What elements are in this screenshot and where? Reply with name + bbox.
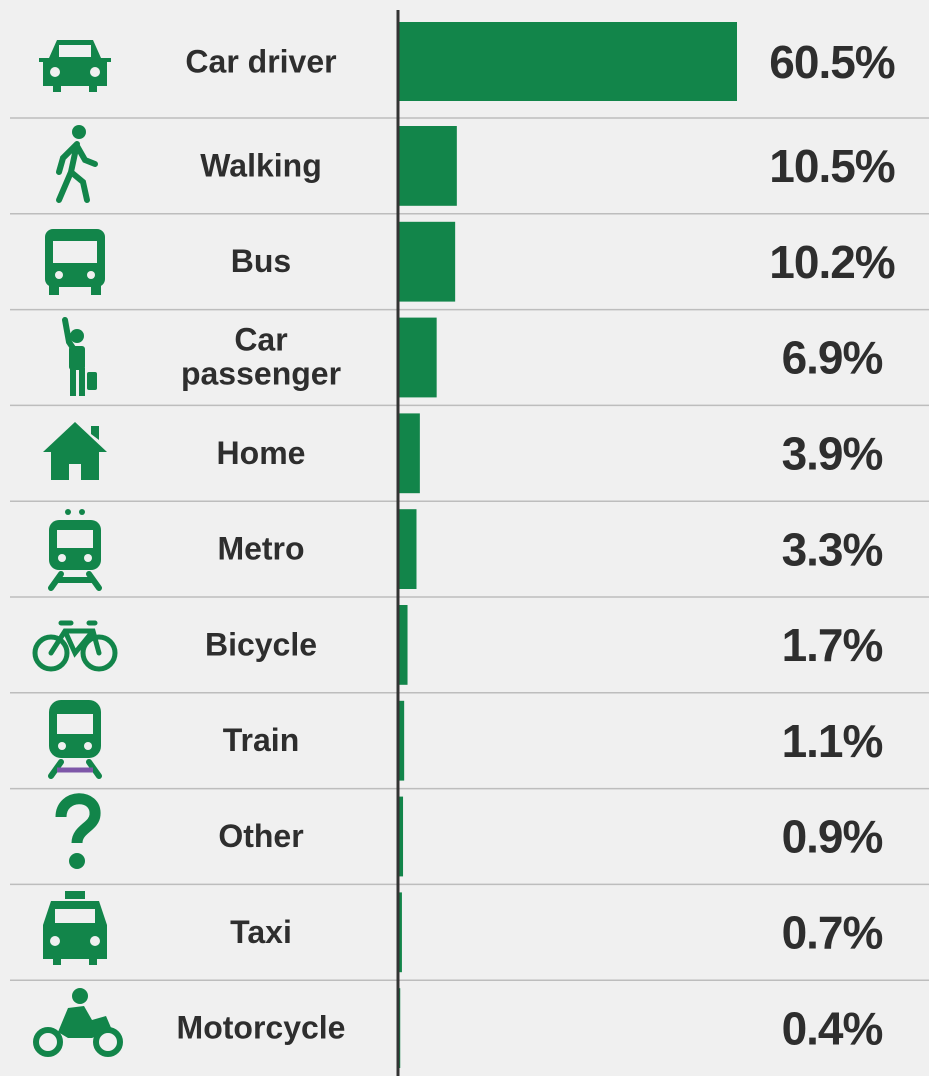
bar	[398, 221, 456, 302]
value-label: 3.3%	[782, 523, 883, 575]
category-label: Walking	[200, 147, 321, 183]
icon-metro	[48, 509, 102, 591]
category-label: Bus	[231, 243, 291, 279]
bar	[398, 605, 408, 685]
category-label: Car driver	[185, 43, 336, 79]
value-label: 0.9%	[782, 811, 883, 863]
icon-bus	[45, 229, 105, 295]
icon-taxi	[43, 891, 107, 965]
category-label: Metro	[217, 531, 304, 567]
value-label: 0.7%	[782, 906, 883, 958]
bar	[398, 317, 437, 398]
icons	[32, 40, 123, 1057]
category-label: Train	[223, 722, 299, 758]
value-label: 10.2%	[769, 236, 895, 288]
category-label: Bicycle	[205, 626, 317, 662]
value-label: 1.1%	[782, 715, 883, 767]
icon-passenger	[62, 317, 97, 396]
value-label: 6.9%	[782, 332, 883, 384]
category-label: Taxi	[230, 914, 292, 950]
category-label: Motorcycle	[177, 1010, 346, 1046]
bar	[398, 796, 404, 877]
category-label: Other	[218, 818, 303, 854]
bar	[398, 413, 420, 494]
bar	[398, 892, 402, 973]
value-label: 10.5%	[769, 140, 895, 192]
icon-car	[39, 40, 111, 92]
value-label: 1.7%	[782, 619, 883, 671]
bar	[398, 509, 417, 589]
icon-train	[48, 700, 102, 779]
bar	[398, 126, 457, 206]
icon-motorcycle	[33, 988, 123, 1057]
category-label: Car passenger	[181, 322, 341, 392]
bar	[398, 700, 405, 781]
value-label: 60.5%	[769, 36, 895, 88]
icon-question	[55, 793, 101, 869]
value-label: 3.9%	[782, 427, 883, 479]
icon-home	[43, 422, 107, 480]
value-label: 0.4%	[782, 1002, 883, 1054]
icon-walking	[56, 125, 98, 203]
category-label: Home	[217, 435, 306, 471]
icon-bicycle	[32, 620, 118, 672]
bar	[398, 22, 737, 101]
